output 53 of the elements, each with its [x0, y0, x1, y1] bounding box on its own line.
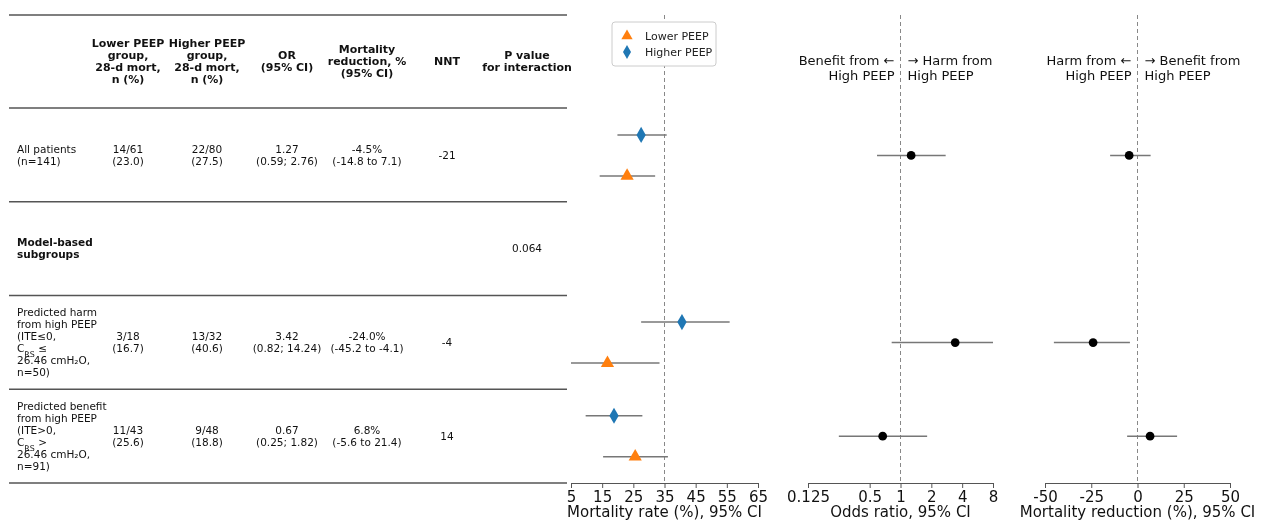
x-tick-label: 1 — [896, 487, 906, 506]
text: 22/80 (27.5) — [191, 142, 223, 167]
x-tick-label: 0.5 — [858, 487, 883, 506]
x-tick-label: -50 — [1033, 487, 1058, 506]
text: 14 — [440, 429, 454, 442]
category-label: P value for interaction — [482, 49, 572, 75]
category-label: Predicted harm from high PEEP (ITE≤0, C$_{RS}$ ≤ 26.46 cmH₂O, n=50) — [17, 306, 98, 379]
legend-label: Higher PEEP — [645, 45, 713, 59]
category-label: Higher PEEP group, 28-d mort, n (%) — [168, 37, 246, 87]
x-tick-label: 0 — [1133, 487, 1143, 506]
category-label: Mortality reduction, % (95% CI) — [327, 43, 407, 81]
category-label: Predicted benefit from high PEEP (ITE>0, C$_{RS}$ > 26.46 cmH₂O, n=91) — [17, 399, 107, 472]
category-label: Lower PEEP group, 28-d mort, n (%) — [91, 37, 165, 87]
x-axis-title: Odds ratio, 95% CI — [830, 503, 971, 521]
text: 0.064 — [511, 242, 543, 255]
x-tick-label: 4 — [957, 487, 968, 506]
annotation: → Benefit from High PEEP — [1144, 53, 1241, 84]
annotation: Harm from ← High PEEP — [1046, 53, 1132, 84]
text: 1.27 (0.59; 2.76) — [256, 142, 318, 167]
x-tick-label: 5 — [566, 487, 577, 506]
category-label: NNT — [434, 55, 461, 69]
text: -4 — [441, 336, 453, 349]
x-axis-title: Mortality reduction (%), 95% CI — [1019, 503, 1256, 521]
category-label: Model-based subgroups — [17, 236, 93, 261]
x-tick-label: 45 — [686, 487, 706, 506]
x-axis-title: Mortality rate (%), 95% CI — [567, 503, 762, 521]
annotation: Benefit from ← High PEEP — [798, 53, 895, 84]
x-tick-label: 15 — [593, 487, 613, 506]
x-tick-label: 35 — [655, 487, 675, 506]
text: 6.8% (-5.6 to 21.4) — [332, 423, 402, 448]
text: -4.5% (-14.8 to 7.1) — [332, 142, 402, 167]
x-tick-label: -25 — [1079, 487, 1104, 506]
text: 13/32 (40.6) — [191, 330, 223, 355]
x-tick-label: 55 — [717, 487, 737, 506]
x-tick-label: 25 — [624, 487, 644, 506]
text: -21 — [438, 148, 456, 161]
text: 0.67 (0.25; 1.82) — [256, 423, 318, 448]
x-tick-label: 2 — [927, 487, 937, 506]
text: 14/61 (23.0) — [112, 142, 144, 167]
annotation: → Harm from High PEEP — [907, 53, 993, 84]
x-tick-label: 50 — [1220, 487, 1241, 506]
text: 11/43 (25.6) — [112, 423, 144, 448]
x-tick-label: 8 — [988, 487, 999, 506]
category-label: OR (95% CI) — [260, 49, 314, 75]
legend-label: Lower PEEP — [645, 29, 709, 43]
text: 3.42 (0.82; 14.24) — [252, 330, 322, 355]
x-tick-label: 0.125 — [787, 487, 830, 506]
text: 3/18 (16.7) — [112, 330, 144, 355]
x-tick-label: 25 — [1174, 487, 1194, 506]
text: -24.0% (-45.2 to -4.1) — [330, 330, 404, 355]
category-label: All patients (n=141) — [17, 142, 77, 167]
text: 9/48 (18.8) — [191, 423, 223, 448]
x-tick-label: 65 — [748, 487, 769, 506]
